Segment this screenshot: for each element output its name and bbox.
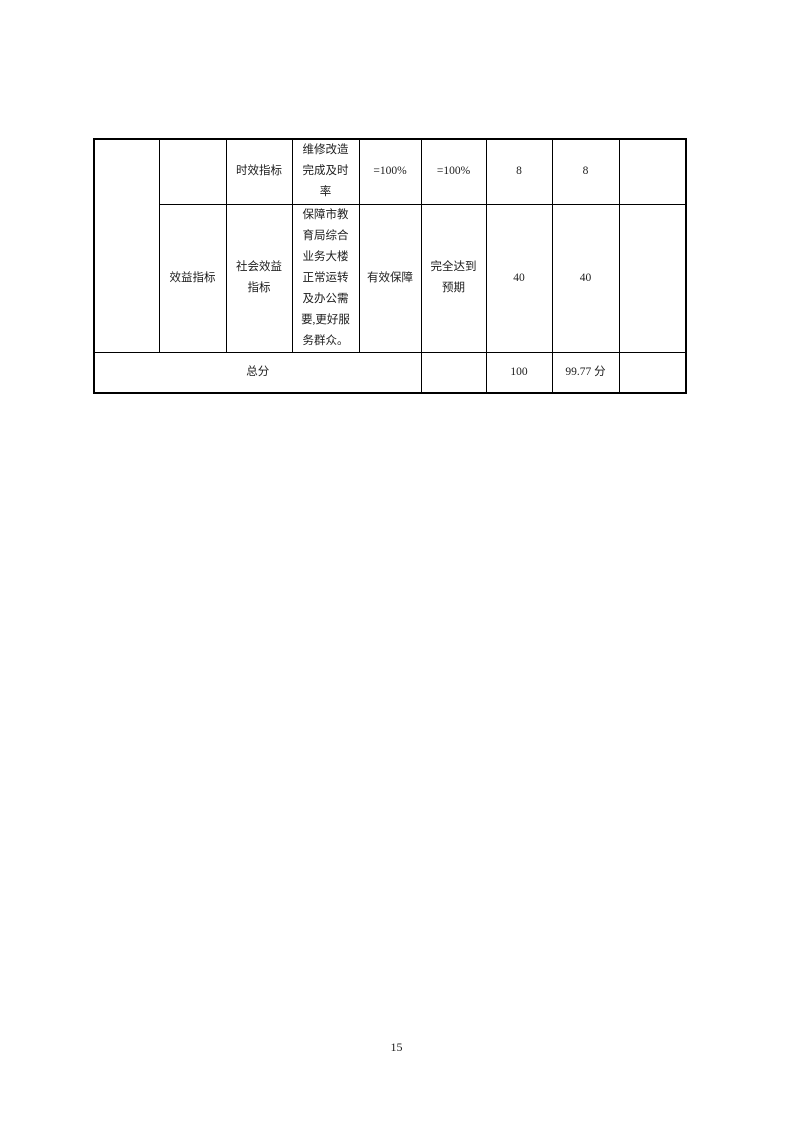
cell-indicator-name: 维修改造完成及时率 <box>291 138 360 205</box>
indicator-type-text: 时效指标 <box>236 165 282 178</box>
table-row-total: 总分 100 99.77 分 <box>93 351 687 394</box>
cell-target-value: =100% <box>358 138 422 205</box>
cell-indicator-type: 时效指标 <box>225 138 293 205</box>
cell-remark-empty <box>618 138 687 205</box>
actual-value-text: 完全达到预期 <box>430 261 477 294</box>
cell-target-value: 有效保障 <box>358 203 422 353</box>
cell-total-remark-empty <box>618 351 687 394</box>
cell-subcategory-empty <box>158 138 227 205</box>
cell-actual-value: 完全达到预期 <box>420 203 487 353</box>
cell-total-label: 总分 <box>93 351 422 394</box>
cell-weight: 8 <box>485 138 553 205</box>
indicator-name-text: 保障市教育局综合业务大楼正常运转及办公需要,更好服务群众。 <box>301 208 350 347</box>
indicator-type-text: 社会效益指标 <box>236 261 282 294</box>
performance-indicator-table: 时效指标 维修改造完成及时率 =100% =100% 8 8 效益指标 社会效益… <box>93 138 687 394</box>
page-number: 15 <box>390 1040 403 1054</box>
cell-remark-empty <box>618 203 687 353</box>
cell-total-empty <box>420 351 487 394</box>
table-row-timeliness: 时效指标 维修改造完成及时率 =100% =100% 8 8 <box>93 138 687 353</box>
table-row-benefit: 效益指标 社会效益指标 保障市教育局综合业务大楼正常运转及办公需要,更好服务群众… <box>94 203 687 353</box>
cell-actual-value: =100% <box>420 138 487 205</box>
cell-weight: 40 <box>485 203 553 353</box>
indicator-name-text: 维修改造完成及时率 <box>302 144 349 199</box>
cell-indicator-type: 社会效益指标 <box>225 203 293 353</box>
cell-total-weight: 100 <box>485 351 553 394</box>
cell-category: 效益指标 <box>158 203 227 353</box>
cell-total-score: 99.77 分 <box>551 351 620 394</box>
cell-indicator-name: 保障市教育局综合业务大楼正常运转及办公需要,更好服务群众。 <box>291 203 360 353</box>
cell-score: 8 <box>551 138 620 205</box>
cell-category-empty <box>93 138 160 353</box>
cell-score: 40 <box>551 203 620 353</box>
